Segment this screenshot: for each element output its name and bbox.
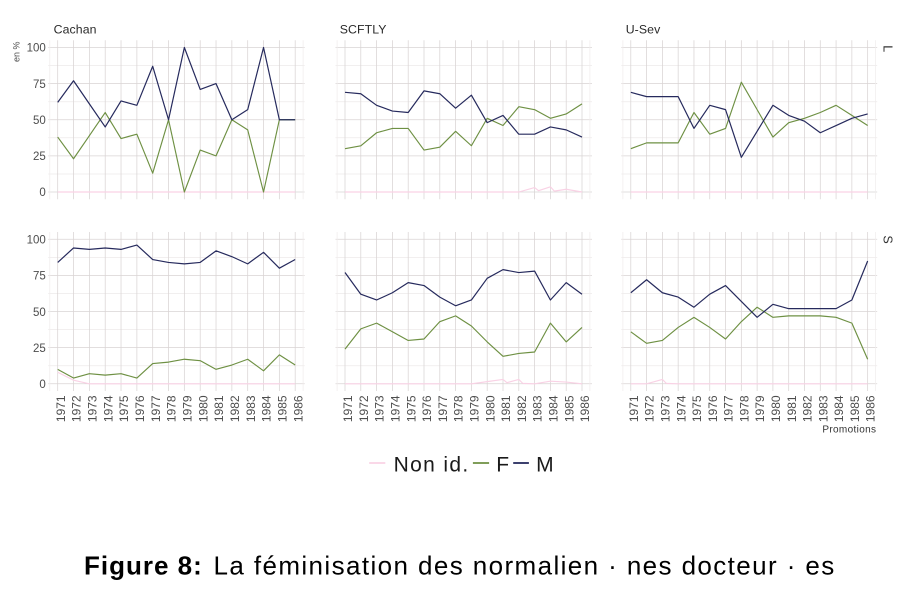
svg-text:25: 25: [33, 343, 46, 355]
svg-text:75: 75: [33, 79, 46, 91]
svg-text:1984: 1984: [547, 395, 561, 422]
svg-text:U-Sev: U-Sev: [626, 22, 661, 36]
svg-text:1976: 1976: [133, 395, 147, 422]
svg-text:Cachan: Cachan: [54, 22, 97, 36]
svg-text:75: 75: [33, 271, 46, 283]
svg-text:1986: 1986: [291, 395, 305, 422]
svg-text:50: 50: [33, 307, 46, 319]
svg-text:100: 100: [27, 43, 46, 55]
svg-text:1975: 1975: [404, 395, 418, 422]
svg-text:S: S: [880, 235, 894, 243]
svg-text:0: 0: [39, 187, 45, 199]
svg-text:1982: 1982: [801, 395, 815, 422]
svg-text:1972: 1972: [357, 395, 371, 422]
svg-text:1973: 1973: [85, 395, 99, 422]
svg-text:L: L: [880, 45, 894, 52]
svg-text:1983: 1983: [816, 395, 830, 422]
svg-text:SCFTLY: SCFTLY: [340, 22, 387, 36]
svg-text:1981: 1981: [212, 395, 226, 422]
svg-text:1971: 1971: [54, 395, 68, 422]
svg-text:M: M: [536, 454, 554, 477]
svg-text:50: 50: [33, 115, 46, 127]
svg-text:Promotions: Promotions: [822, 425, 876, 436]
svg-text:1981: 1981: [499, 395, 513, 422]
svg-text:1971: 1971: [627, 395, 641, 422]
svg-text:1986: 1986: [578, 395, 592, 422]
svg-text:1979: 1979: [180, 395, 194, 422]
svg-text:1982: 1982: [228, 395, 242, 422]
svg-text:1974: 1974: [674, 395, 688, 422]
svg-text:1984: 1984: [260, 395, 274, 422]
svg-text:1983: 1983: [244, 395, 258, 422]
svg-text:25: 25: [33, 151, 46, 163]
svg-text:1974: 1974: [101, 395, 115, 422]
svg-text:1980: 1980: [483, 395, 497, 422]
svg-text:1976: 1976: [420, 395, 434, 422]
svg-text:1985: 1985: [275, 395, 289, 422]
svg-text:1979: 1979: [753, 395, 767, 422]
svg-text:1979: 1979: [468, 395, 482, 422]
svg-text:1977: 1977: [149, 395, 163, 422]
svg-text:1975: 1975: [117, 395, 131, 422]
svg-text:1981: 1981: [785, 395, 799, 422]
svg-text:1974: 1974: [389, 395, 403, 422]
svg-text:en %: en %: [12, 41, 22, 62]
svg-text:1984: 1984: [832, 395, 846, 422]
svg-text:1982: 1982: [515, 395, 529, 422]
svg-text:1986: 1986: [864, 395, 878, 422]
svg-text:1972: 1972: [70, 395, 84, 422]
svg-text:1975: 1975: [690, 395, 704, 422]
svg-text:1978: 1978: [452, 395, 466, 422]
svg-text:1980: 1980: [196, 395, 210, 422]
svg-text:1971: 1971: [341, 395, 355, 422]
svg-text:F: F: [496, 454, 509, 477]
svg-text:1973: 1973: [373, 395, 387, 422]
svg-text:1985: 1985: [848, 395, 862, 422]
svg-text:1985: 1985: [562, 395, 576, 422]
svg-text:1978: 1978: [737, 395, 751, 422]
svg-text:1983: 1983: [531, 395, 545, 422]
svg-text:100: 100: [27, 235, 46, 247]
svg-text:0: 0: [39, 379, 45, 391]
svg-text:Non id.: Non id.: [394, 454, 470, 477]
svg-text:1977: 1977: [722, 395, 736, 422]
svg-text:1972: 1972: [643, 395, 657, 422]
svg-text:1977: 1977: [436, 395, 450, 422]
svg-text:Figure 8:La féminisation des n: Figure 8: La féminisation des normalien ·…: [84, 551, 836, 581]
svg-text:1980: 1980: [769, 395, 783, 422]
svg-text:1978: 1978: [165, 395, 179, 422]
svg-text:1973: 1973: [658, 395, 672, 422]
svg-text:1976: 1976: [706, 395, 720, 422]
